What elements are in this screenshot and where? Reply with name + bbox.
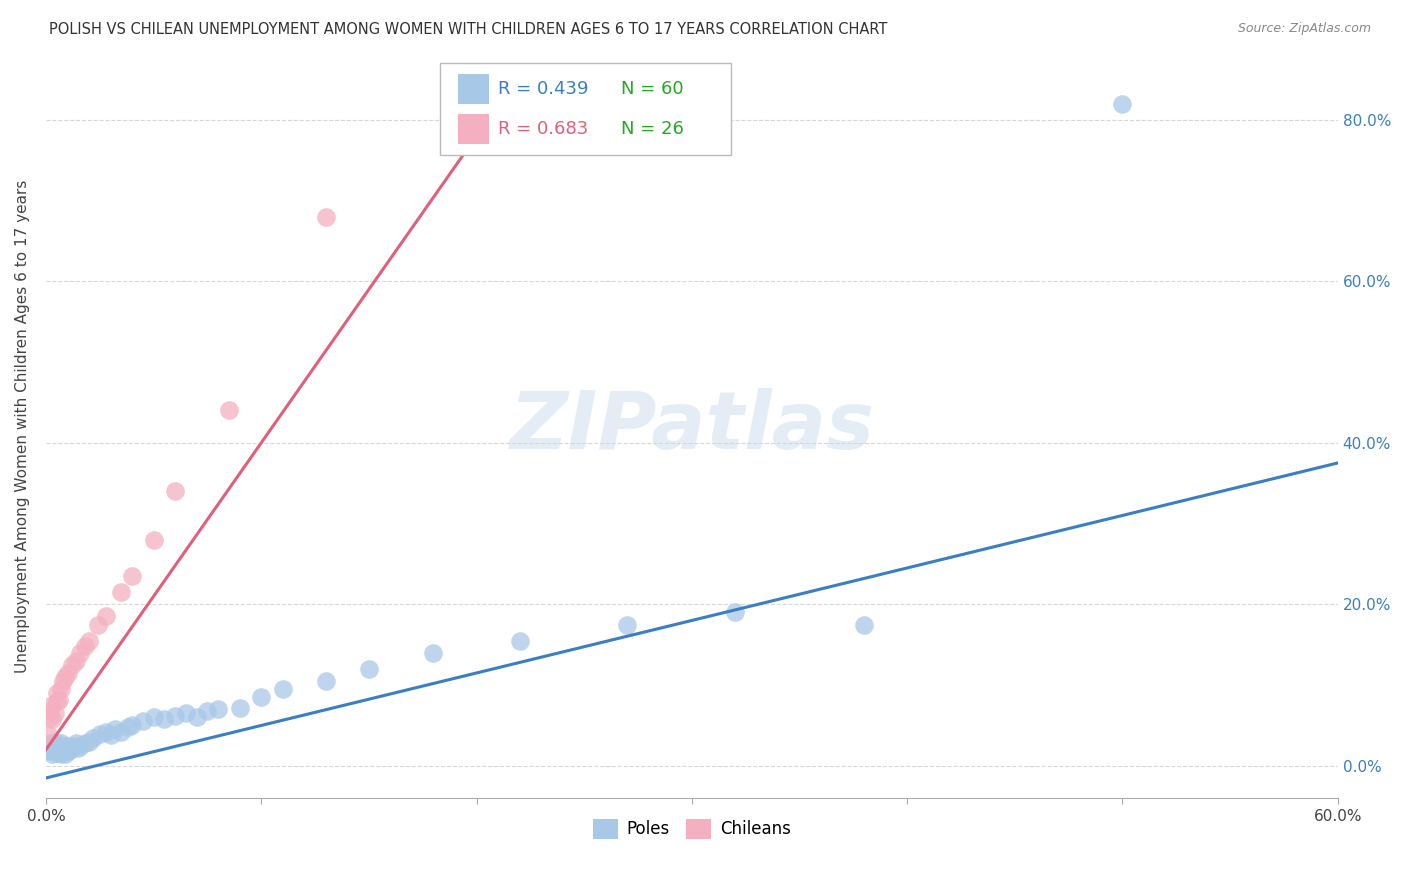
Point — [56, 744, 79, 758]
Point — [86, 617, 108, 632]
Point — [110, 585, 132, 599]
Point — [48, 741, 70, 756]
Point — [67, 741, 90, 756]
Legend: Poles, Chileans: Poles, Chileans — [586, 812, 797, 846]
Text: R = 0.439: R = 0.439 — [498, 80, 589, 98]
Point — [49, 742, 72, 756]
Point — [53, 747, 76, 761]
Point — [52, 673, 75, 688]
FancyBboxPatch shape — [458, 114, 489, 144]
Point — [315, 210, 337, 224]
Point — [45, 746, 67, 760]
Point — [44, 706, 66, 721]
Point — [110, 725, 132, 739]
Point — [49, 747, 72, 761]
Text: Source: ZipAtlas.com: Source: ZipAtlas.com — [1237, 22, 1371, 36]
Point — [228, 700, 250, 714]
Point — [121, 718, 143, 732]
Text: R = 0.683: R = 0.683 — [498, 120, 588, 137]
Point — [41, 698, 63, 713]
Point — [117, 720, 139, 734]
Point — [853, 617, 876, 632]
Point — [63, 739, 86, 753]
Point — [724, 606, 747, 620]
Point — [44, 744, 66, 758]
Point — [45, 742, 67, 756]
FancyBboxPatch shape — [458, 75, 489, 104]
Point — [41, 742, 63, 756]
Point — [186, 710, 208, 724]
Point — [39, 744, 62, 758]
Point — [96, 725, 118, 739]
Point — [197, 704, 219, 718]
Point — [104, 723, 127, 737]
Point — [52, 744, 75, 758]
Point — [37, 726, 59, 740]
Point — [100, 728, 122, 742]
Point — [39, 704, 62, 718]
Point — [1111, 96, 1133, 111]
Point — [77, 633, 100, 648]
Point — [142, 533, 165, 547]
Point — [49, 736, 72, 750]
Point — [153, 712, 176, 726]
Point — [39, 741, 62, 756]
Point — [37, 739, 59, 753]
Text: POLISH VS CHILEAN UNEMPLOYMENT AMONG WOMEN WITH CHILDREN AGES 6 TO 17 YEARS CORR: POLISH VS CHILEAN UNEMPLOYMENT AMONG WOM… — [49, 22, 887, 37]
Point — [69, 646, 91, 660]
Point — [44, 734, 66, 748]
Point — [37, 742, 59, 756]
Point — [45, 694, 67, 708]
Point — [41, 739, 63, 753]
Point — [69, 739, 91, 753]
Text: N = 26: N = 26 — [621, 120, 683, 137]
Point — [121, 569, 143, 583]
Point — [142, 710, 165, 724]
Point — [53, 741, 76, 756]
Point — [271, 682, 294, 697]
Point — [218, 403, 240, 417]
Point — [44, 741, 66, 756]
Point — [53, 670, 76, 684]
Point — [48, 692, 70, 706]
Point — [77, 734, 100, 748]
Point — [73, 640, 96, 654]
Point — [41, 747, 63, 761]
Point — [59, 742, 82, 756]
Point — [56, 739, 79, 753]
Y-axis label: Unemployment Among Women with Children Ages 6 to 17 years: Unemployment Among Women with Children A… — [15, 180, 30, 673]
Point — [616, 617, 638, 632]
Point — [357, 662, 380, 676]
Point — [174, 706, 197, 721]
Point — [49, 682, 72, 697]
Point — [56, 665, 79, 680]
Point — [52, 739, 75, 753]
Point — [60, 741, 83, 756]
FancyBboxPatch shape — [440, 62, 731, 155]
Point — [422, 646, 444, 660]
Point — [96, 609, 118, 624]
Point — [89, 726, 111, 740]
Point — [41, 712, 63, 726]
Text: N = 60: N = 60 — [621, 80, 683, 98]
Point — [250, 690, 273, 705]
Point — [73, 736, 96, 750]
Point — [45, 739, 67, 753]
Point — [60, 657, 83, 672]
Point — [39, 736, 62, 750]
Point — [207, 702, 229, 716]
Point — [65, 736, 87, 750]
Point — [132, 714, 155, 729]
Point — [39, 710, 62, 724]
Point — [48, 744, 70, 758]
Point — [65, 654, 87, 668]
Point — [45, 686, 67, 700]
Point — [82, 731, 104, 745]
Point — [165, 484, 187, 499]
Text: ZIPatlas: ZIPatlas — [509, 388, 875, 466]
Point — [509, 633, 531, 648]
Point — [165, 708, 187, 723]
Point — [315, 673, 337, 688]
